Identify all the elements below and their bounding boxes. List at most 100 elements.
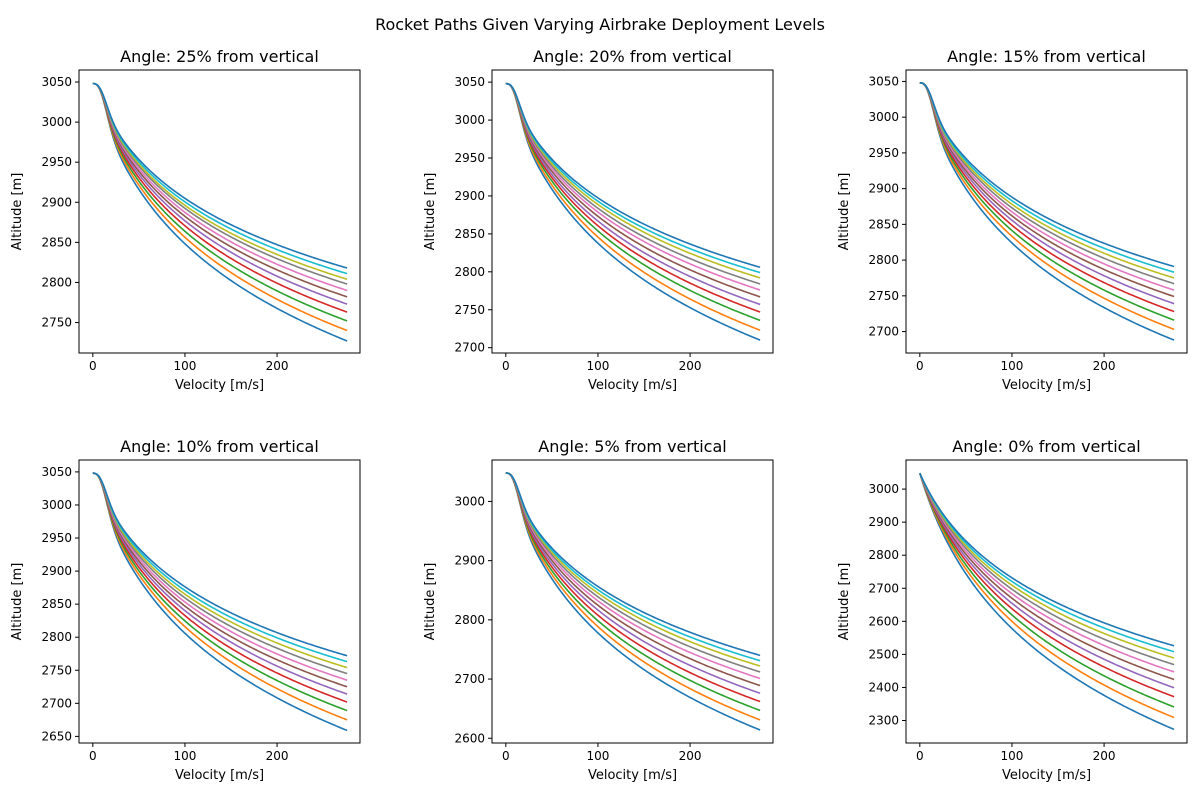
- subplot-6: Angle: 0% from vertical 0 100 200 2300 2400 25…: [837, 437, 1188, 783]
- axes-frame: [78, 459, 361, 744]
- series-line-9: [919, 82, 1175, 279]
- subplot-grid: Angle: 25% from vertical 0 100 200 2750 2800 2…: [10, 47, 1188, 783]
- y-tick-label: 2700: [454, 341, 485, 355]
- series-line-8: [505, 82, 761, 285]
- y-tick-label: 2900: [868, 182, 899, 196]
- y-tick-label: 2800: [454, 613, 485, 627]
- series-line-10: [505, 82, 761, 274]
- y-tick-label: 3000: [41, 115, 72, 129]
- series-group: [92, 472, 348, 732]
- x-tick-label: 0: [916, 359, 924, 373]
- series-line-6: [919, 82, 1175, 298]
- y-axis-label: Altitude [m]: [423, 173, 438, 251]
- x-tick-label: 0: [89, 749, 97, 763]
- y-tick-label: 3000: [41, 498, 72, 512]
- y-tick-label: 2400: [868, 680, 899, 694]
- figure-title: Rocket Paths Given Varying Airbrake Depl…: [375, 15, 825, 34]
- axes-frame: [905, 69, 1188, 354]
- axes-frame: [491, 459, 774, 744]
- y-tick-label: 2800: [868, 253, 899, 267]
- y-tick-label: 2600: [454, 731, 485, 745]
- y-axis-label: Altitude [m]: [837, 173, 852, 251]
- x-tick-label: 200: [679, 749, 702, 763]
- y-tick-label: 2500: [868, 647, 899, 661]
- y-tick-label: 2900: [41, 195, 72, 209]
- x-tick-label: 0: [916, 749, 924, 763]
- y-tick-label: 2850: [41, 597, 72, 611]
- x-tick-label: 100: [173, 359, 196, 373]
- y-tick-label: 2300: [868, 714, 899, 728]
- series-line-6: [92, 472, 348, 688]
- subplot-title: Angle: 0% from vertical: [952, 437, 1140, 456]
- y-tick-label: 2950: [868, 146, 899, 160]
- y-tick-label: 2750: [868, 289, 899, 303]
- y-axis-label: Altitude [m]: [837, 563, 852, 641]
- series-line-5: [919, 82, 1175, 305]
- y-tick-label: 2750: [454, 303, 485, 317]
- series-line-8: [92, 472, 348, 675]
- series-line-1: [505, 472, 761, 731]
- y-tick-label: 2800: [454, 265, 485, 279]
- x-tick-label: 0: [89, 359, 97, 373]
- y-tick-label: 2900: [454, 554, 485, 568]
- subplot-title: Angle: 5% from vertical: [538, 437, 726, 456]
- series-line-3: [505, 82, 761, 322]
- y-tick-label: 2850: [454, 227, 485, 241]
- series-line-8: [919, 472, 1175, 666]
- x-axis-label: Velocity [m/s]: [1002, 378, 1091, 393]
- series-line-8: [505, 472, 761, 673]
- series-line-10: [92, 82, 348, 275]
- y-tick-label: 2600: [868, 614, 899, 628]
- series-group: [92, 82, 348, 342]
- y-tick-label: 2700: [868, 325, 899, 339]
- series-line-11: [92, 82, 348, 269]
- series-line-10: [919, 82, 1175, 274]
- y-tick-label: 2700: [454, 672, 485, 686]
- series-line-7: [505, 472, 761, 680]
- series-line-8: [92, 82, 348, 285]
- series-line-1: [505, 82, 761, 341]
- y-tick-label: 2800: [41, 630, 72, 644]
- series-line-6: [505, 472, 761, 687]
- x-axis-label: Velocity [m/s]: [175, 768, 264, 783]
- y-tick-label: 2750: [41, 316, 72, 330]
- y-tick-label: 2950: [41, 531, 72, 545]
- x-tick-label: 100: [586, 749, 609, 763]
- series-line-3: [505, 472, 761, 712]
- y-tick-label: 2850: [868, 217, 899, 231]
- series-line-3: [919, 472, 1175, 708]
- series-group: [505, 82, 761, 341]
- series-line-10: [505, 472, 761, 662]
- series-line-9: [92, 472, 348, 669]
- subplot-1: Angle: 25% from vertical 0 100 200 2750 2800 2…: [10, 47, 361, 393]
- series-group: [919, 472, 1175, 731]
- y-tick-label: 3050: [454, 75, 485, 89]
- subplot-title: Angle: 25% from vertical: [120, 47, 319, 66]
- series-line-7: [919, 472, 1175, 673]
- axes-frame: [78, 69, 361, 354]
- series-line-6: [505, 82, 761, 298]
- y-axis-label: Altitude [m]: [10, 173, 25, 251]
- series-line-2: [919, 472, 1175, 719]
- subplot-title: Angle: 10% from vertical: [120, 437, 319, 456]
- subplot-title: Angle: 15% from vertical: [947, 47, 1146, 66]
- y-tick-label: 2850: [41, 235, 72, 249]
- series-line-1: [92, 472, 348, 732]
- x-tick-label: 0: [502, 749, 510, 763]
- subplot-4: Angle: 10% from vertical 0 100 200 2650 2700 2…: [10, 437, 361, 783]
- series-line-9: [919, 472, 1175, 659]
- x-tick-label: 100: [1000, 749, 1023, 763]
- y-tick-label: 2900: [41, 564, 72, 578]
- subplot-title: Angle: 20% from vertical: [533, 47, 732, 66]
- series-line-4: [505, 472, 761, 703]
- y-tick-label: 2750: [41, 663, 72, 677]
- series-line-11: [505, 472, 761, 657]
- x-axis-label: Velocity [m/s]: [175, 378, 264, 393]
- y-tick-label: 2900: [868, 515, 899, 529]
- y-tick-label: 3000: [454, 494, 485, 508]
- y-axis-label: Altitude [m]: [10, 563, 25, 641]
- series-line-4: [92, 82, 348, 313]
- series-line-9: [92, 82, 348, 281]
- series-line-4: [919, 82, 1175, 313]
